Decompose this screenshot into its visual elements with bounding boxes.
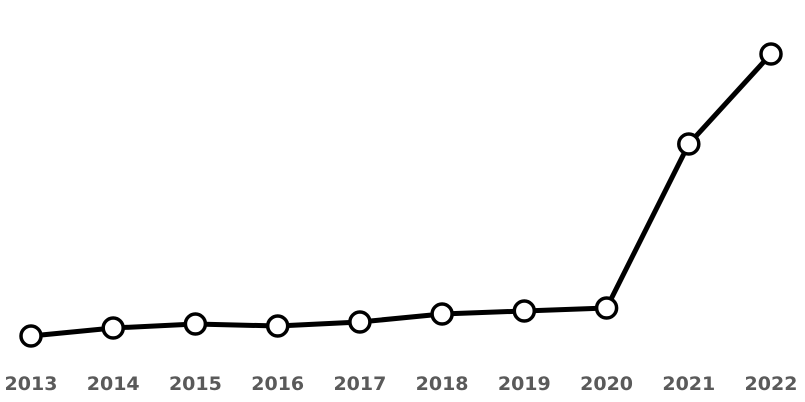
x-tick-label-2022: 2022 bbox=[745, 373, 798, 395]
x-tick-label-2016: 2016 bbox=[251, 373, 304, 395]
x-tick-label-2018: 2018 bbox=[416, 373, 469, 395]
data-point-2018 bbox=[430, 302, 454, 326]
data-point-2013 bbox=[19, 324, 43, 348]
series-line bbox=[28, 51, 774, 339]
x-tick-label-2017: 2017 bbox=[333, 373, 386, 395]
plot-area bbox=[19, 42, 783, 348]
x-tick-label-2021: 2021 bbox=[662, 373, 715, 395]
x-tick-label-2020: 2020 bbox=[580, 373, 633, 395]
x-tick-label-2014: 2014 bbox=[87, 373, 140, 395]
x-tick-label-2019: 2019 bbox=[498, 373, 551, 395]
x-axis-tick-labels: 2013 2014 2015 2016 2017 2018 2019 2020 2021 2022 bbox=[5, 373, 798, 395]
x-tick-label-2015: 2015 bbox=[169, 373, 222, 395]
data-point-2015 bbox=[183, 312, 208, 336]
x-tick-label-2013: 2013 bbox=[5, 373, 58, 395]
data-point-2020 bbox=[594, 296, 619, 320]
data-point-2019 bbox=[512, 299, 537, 323]
data-point-2017 bbox=[348, 310, 372, 334]
data-point-2022 bbox=[759, 42, 783, 66]
data-point-2016 bbox=[265, 314, 290, 338]
data-point-2014 bbox=[101, 316, 125, 340]
data-point-2021 bbox=[677, 132, 701, 156]
